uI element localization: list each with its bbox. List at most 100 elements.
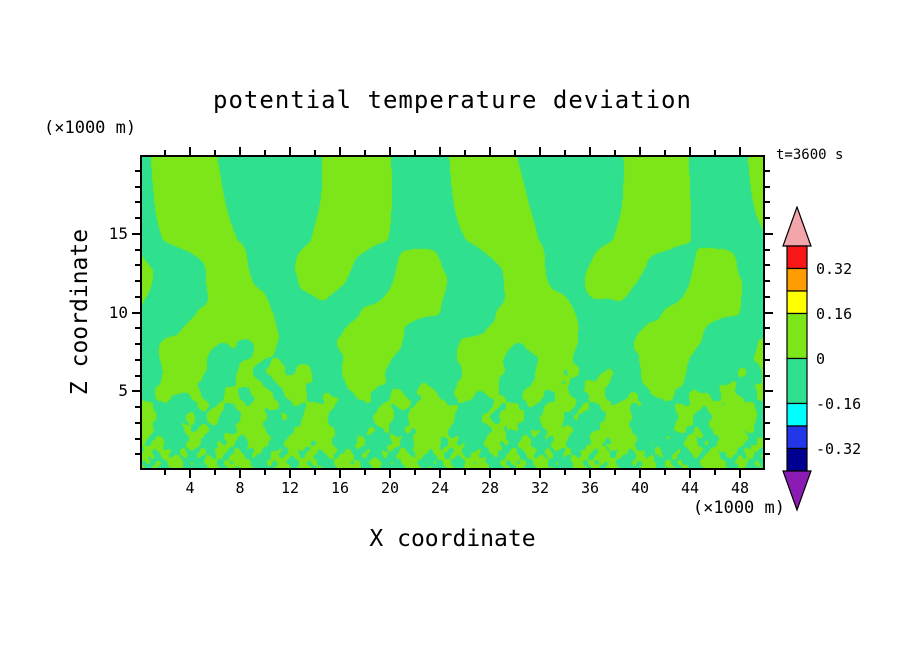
z-minor-tick [135, 201, 140, 203]
z-minor-tick [135, 186, 140, 188]
x-minor-tick [514, 150, 516, 155]
x-major-tick [539, 470, 541, 478]
x-major-tick [189, 470, 191, 478]
x-axis-label: X coordinate [369, 526, 536, 552]
x-minor-tick [364, 150, 366, 155]
x-tick-label: 36 [580, 479, 600, 497]
x-major-tick [189, 147, 191, 155]
colorbar-cell [786, 402, 808, 427]
x-minor-tick [214, 150, 216, 155]
x-tick-label: 32 [530, 479, 550, 497]
x-major-tick [239, 470, 241, 478]
z-minor-tick [135, 375, 140, 377]
z-minor-tick [135, 217, 140, 219]
x-major-tick [339, 470, 341, 478]
contour-field [140, 155, 765, 470]
x-minor-tick [464, 150, 466, 155]
z-minor-tick [765, 359, 770, 361]
x-tick-label: 4 [185, 479, 195, 497]
x-major-tick [689, 470, 691, 478]
z-minor-tick [765, 264, 770, 266]
z-major-tick [765, 233, 773, 235]
x-minor-tick [614, 150, 616, 155]
z-minor-tick [765, 186, 770, 188]
z-minor-tick [135, 170, 140, 172]
x-major-tick [239, 147, 241, 155]
x-minor-tick [564, 470, 566, 475]
x-tick-label: 44 [680, 479, 700, 497]
colorbar-tick-label: 0 [816, 350, 826, 368]
colorbar-up-arrow [782, 206, 812, 247]
x-major-tick [589, 470, 591, 478]
x-major-tick [289, 470, 291, 478]
x-minor-tick [464, 470, 466, 475]
z-minor-tick [765, 453, 770, 455]
z-minor-tick [135, 249, 140, 251]
x-minor-tick [164, 470, 166, 475]
x-tick-label: 24 [430, 479, 450, 497]
x-minor-tick [414, 470, 416, 475]
x-axis-unit-label: (×1000 m) [692, 498, 785, 518]
z-tick-label: 10 [108, 303, 128, 322]
z-minor-tick [135, 453, 140, 455]
x-major-tick [389, 470, 391, 478]
z-tick-label: 15 [108, 224, 128, 243]
colorbar-cell [786, 290, 808, 315]
z-major-tick [132, 312, 140, 314]
x-major-tick [289, 147, 291, 155]
colorbar-tick-label: -0.16 [816, 395, 862, 413]
colorbar-cell [786, 245, 808, 270]
x-minor-tick [364, 470, 366, 475]
z-minor-tick [135, 296, 140, 298]
x-minor-tick [614, 470, 616, 475]
z-minor-tick [135, 438, 140, 440]
x-tick-label: 20 [380, 479, 400, 497]
z-major-tick [765, 390, 773, 392]
z-minor-tick [135, 327, 140, 329]
x-major-tick [339, 147, 341, 155]
z-minor-tick [135, 422, 140, 424]
x-tick-label: 40 [630, 479, 650, 497]
x-major-tick [539, 147, 541, 155]
z-minor-tick [765, 280, 770, 282]
z-minor-tick [765, 343, 770, 345]
x-minor-tick [714, 470, 716, 475]
x-minor-tick [314, 470, 316, 475]
colorbar-cell [786, 447, 808, 472]
z-minor-tick [765, 422, 770, 424]
colorbar-cell [786, 357, 808, 405]
x-minor-tick [264, 150, 266, 155]
z-major-tick [765, 312, 773, 314]
x-minor-tick [664, 150, 666, 155]
z-minor-tick [765, 296, 770, 298]
z-major-tick [132, 390, 140, 392]
z-minor-tick [765, 217, 770, 219]
x-major-tick [439, 470, 441, 478]
z-minor-tick [135, 264, 140, 266]
x-minor-tick [564, 150, 566, 155]
x-major-tick [439, 147, 441, 155]
x-major-tick [489, 147, 491, 155]
x-tick-label: 12 [280, 479, 300, 497]
x-minor-tick [164, 150, 166, 155]
z-minor-tick [135, 406, 140, 408]
x-major-tick [389, 147, 391, 155]
x-tick-label: 8 [235, 479, 245, 497]
colorbar-tick-label: -0.32 [816, 440, 862, 458]
plot-title: potential temperature deviation [213, 86, 692, 114]
colorbar-cell [786, 425, 808, 450]
z-minor-tick [765, 170, 770, 172]
z-axis-unit-label: (×1000 m) [44, 118, 137, 138]
z-minor-tick [765, 438, 770, 440]
x-major-tick [739, 147, 741, 155]
z-minor-tick [135, 280, 140, 282]
z-minor-tick [135, 343, 140, 345]
x-minor-tick [314, 150, 316, 155]
z-minor-tick [765, 201, 770, 203]
x-minor-tick [714, 150, 716, 155]
z-minor-tick [765, 327, 770, 329]
x-minor-tick [414, 150, 416, 155]
x-minor-tick [514, 470, 516, 475]
x-minor-tick [664, 470, 666, 475]
